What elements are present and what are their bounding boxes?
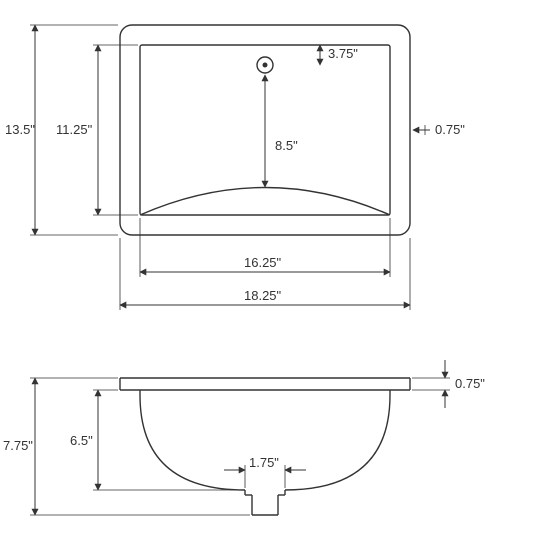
dim-side-total-height: 7.75" <box>3 438 33 453</box>
dim-drain-to-back: 3.75" <box>328 46 358 61</box>
dim-rim-lip-right: 0.75" <box>435 122 465 137</box>
side-view <box>120 378 410 515</box>
top-view-dimensions: 13.5" 11.25" 3.75" 8.5" 0.75" 16.25" 18.… <box>5 25 465 310</box>
dim-inner-width: 16.25" <box>244 255 282 270</box>
dim-side-drain-width: 1.75" <box>249 455 279 470</box>
dim-inner-height: 11.25" <box>56 122 93 137</box>
dim-bowl-to-drain: 8.5" <box>275 138 298 153</box>
dim-side-rim-thickness: 0.75" <box>455 376 485 391</box>
dim-side-bowl-depth: 6.5" <box>70 433 93 448</box>
dim-outer-height: 13.5" <box>5 122 35 137</box>
dimension-diagram: 13.5" 11.25" 3.75" 8.5" 0.75" 16.25" 18.… <box>0 0 550 550</box>
side-view-dimensions: 7.75" 6.5" 1.75" 0.75" <box>3 360 485 515</box>
dim-outer-width: 18.25" <box>244 288 282 303</box>
